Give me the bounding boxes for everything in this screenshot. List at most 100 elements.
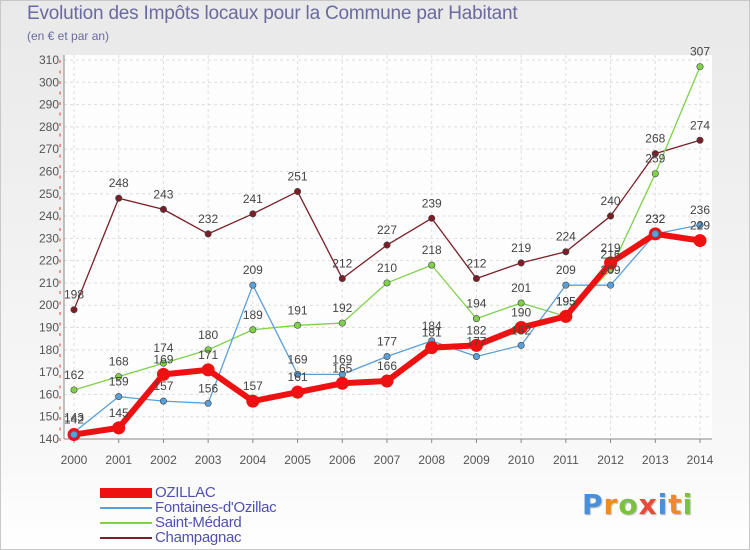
data-label: 201 — [511, 281, 531, 295]
data-label: 194 — [466, 297, 486, 311]
data-point — [514, 321, 528, 335]
data-label: 307 — [690, 45, 710, 59]
y-tick-label: 240 — [39, 209, 59, 223]
data-label: 212 — [466, 256, 486, 270]
y-tick-label: 270 — [39, 142, 59, 156]
data-label: 218 — [422, 243, 442, 257]
data-label: 198 — [64, 288, 84, 302]
data-point — [651, 150, 659, 158]
line-chart: 140 150 160 170 180 190 200 210 220 230 240 250 260 2… — [39, 45, 714, 467]
legend-swatch — [100, 488, 152, 498]
data-label: 219 — [511, 241, 531, 255]
data-label: 168 — [109, 355, 129, 369]
y-tick-label: 300 — [39, 75, 59, 89]
data-point — [696, 221, 704, 229]
y-tick-label: 180 — [39, 343, 59, 357]
data-point-overlay — [70, 430, 78, 439]
data-point — [428, 214, 436, 222]
data-label: 259 — [645, 152, 665, 166]
data-point — [472, 274, 480, 282]
y-tick-label: 250 — [39, 187, 59, 201]
data-label: 216 — [601, 248, 621, 262]
data-label: 157 — [153, 379, 173, 393]
data-point — [607, 212, 615, 220]
legend-entry: Saint-Médard — [100, 514, 400, 531]
data-label: 182 — [466, 323, 486, 337]
data-label: 240 — [601, 194, 621, 208]
data-point — [517, 299, 525, 307]
data-point — [112, 421, 126, 435]
data-point — [383, 241, 391, 249]
data-label: 209 — [556, 263, 576, 277]
data-label: 177 — [466, 335, 486, 349]
data-label: 229 — [690, 219, 710, 233]
x-tick-label: 2010 — [508, 453, 535, 467]
data-label: 159 — [109, 375, 129, 389]
data-point — [517, 341, 525, 349]
data-point — [428, 261, 436, 269]
data-label: 184 — [422, 319, 442, 333]
legend-swatch — [100, 522, 152, 524]
data-point — [249, 326, 257, 334]
data-point — [562, 248, 570, 256]
data-point — [159, 359, 167, 367]
x-tick-label: 2006 — [329, 453, 356, 467]
legend-label: Saint-Médard — [155, 514, 242, 531]
data-point-overlay — [651, 229, 660, 238]
data-label: 209 — [243, 263, 263, 277]
data-label: 142 — [64, 413, 84, 427]
y-tick-label: 200 — [39, 298, 59, 312]
data-label: 162 — [64, 368, 84, 382]
data-label: 169 — [332, 352, 352, 366]
data-point — [246, 394, 260, 408]
data-label: 251 — [288, 170, 308, 184]
data-label: 210 — [377, 261, 397, 275]
y-tick-label: 150 — [39, 410, 59, 424]
data-point — [159, 205, 167, 213]
x-tick-label: 2003 — [195, 453, 222, 467]
data-label: 182 — [511, 323, 531, 337]
legend-swatch — [100, 537, 152, 539]
x-tick-label: 2000 — [61, 453, 88, 467]
data-label: 274 — [690, 118, 710, 132]
data-point — [425, 341, 439, 355]
data-point — [249, 210, 257, 218]
data-label: 243 — [153, 187, 173, 201]
data-point — [693, 234, 707, 248]
data-label: 195 — [556, 294, 576, 308]
x-tick-label: 2008 — [418, 453, 445, 467]
data-point — [201, 363, 215, 377]
logo-letter: i — [682, 488, 694, 521]
data-label: 191 — [288, 303, 308, 317]
data-label: 224 — [556, 230, 576, 244]
data-label: 165 — [332, 361, 352, 375]
data-label: 169 — [288, 352, 308, 366]
data-label: 209 — [601, 263, 621, 277]
proxiti-logo: Proxiti — [582, 488, 693, 521]
data-label: 239 — [422, 196, 442, 210]
y-tick-label: 310 — [39, 53, 59, 67]
data-label: 143 — [64, 410, 84, 424]
legend-entry: Champagnac — [100, 529, 400, 546]
x-tick-label: 2013 — [642, 453, 669, 467]
logo-letter: P — [582, 488, 604, 521]
data-point — [156, 367, 170, 381]
x-tick-label: 2005 — [284, 453, 311, 467]
data-point — [335, 376, 349, 390]
data-point — [472, 353, 480, 361]
logo-letter: x — [638, 488, 658, 521]
x-tick-label: 2011 — [553, 453, 579, 467]
data-label: 248 — [109, 176, 129, 190]
data-point — [204, 230, 212, 238]
data-point — [651, 170, 659, 178]
data-point — [562, 281, 570, 289]
data-point — [115, 393, 123, 401]
data-label: 219 — [601, 241, 621, 255]
data-point — [294, 188, 302, 196]
y-tick-label: 140 — [39, 432, 59, 446]
data-label: 227 — [377, 223, 397, 237]
data-label: 181 — [422, 326, 442, 340]
data-point — [338, 274, 346, 282]
data-point — [469, 338, 483, 352]
data-label: 180 — [198, 328, 218, 342]
